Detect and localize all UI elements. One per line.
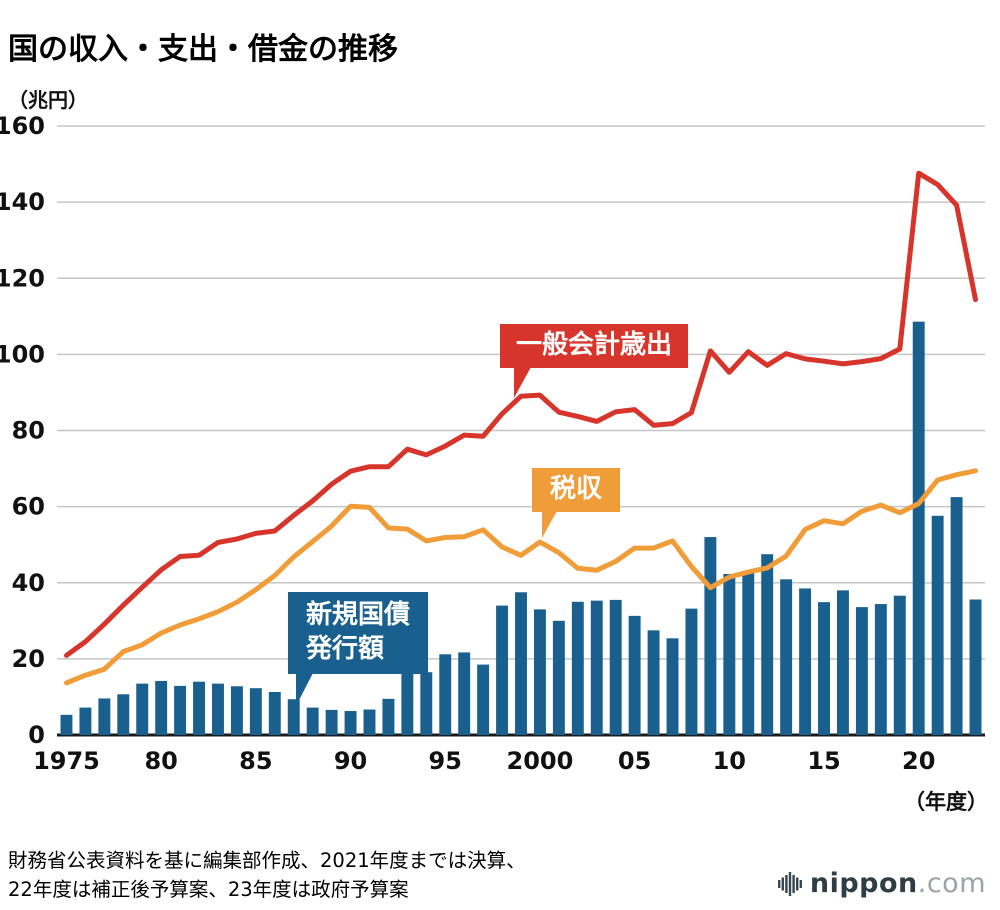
y-tick-label: 40 <box>12 569 45 597</box>
bar <box>439 654 452 735</box>
x-tick-label: 80 <box>144 747 177 775</box>
bar <box>628 615 641 735</box>
line-series <box>64 468 978 686</box>
bar <box>552 620 565 735</box>
y-axis-unit-label: （兆円） <box>8 88 88 112</box>
bar <box>174 685 187 735</box>
bar <box>666 638 679 735</box>
bar <box>496 605 509 735</box>
callout-tail <box>296 672 313 706</box>
bar <box>723 573 736 735</box>
y-tick-label: 140 <box>0 188 45 216</box>
bar <box>363 709 376 735</box>
callout-tail <box>542 510 557 538</box>
bar <box>874 604 887 735</box>
bar <box>306 707 319 735</box>
legend-label-bond-line2: 発行額 <box>306 633 385 664</box>
bar <box>780 579 793 735</box>
chart-area: 0 20 40 60 80 100 120 140 160 1975 80 85 90 95 2000 05 1… <box>0 100 1000 800</box>
bar <box>818 602 830 735</box>
x-tick-label: 2000 <box>507 747 574 775</box>
chart-canvas: 0 20 40 60 80 100 120 140 160 1975 80 85 90 95 2000 05 1… <box>0 112 985 775</box>
x-axis-unit-label: （年度） <box>904 790 988 814</box>
bar <box>855 607 868 735</box>
y-tick-label: 120 <box>0 264 45 292</box>
bar <box>287 699 300 735</box>
bar <box>382 698 395 735</box>
bar <box>685 608 698 735</box>
bar <box>931 515 944 735</box>
bar <box>704 537 717 735</box>
y-tick-label: 60 <box>12 493 45 521</box>
bar <box>155 680 168 735</box>
x-tick-label: 1975 <box>33 747 100 775</box>
logo-name: nippon <box>809 868 918 899</box>
source-note-line2: 22年度は補正後予算案、23年度は政府予算案 <box>8 878 409 902</box>
legend-label-expenditure: 一般会計歳出 <box>516 330 673 360</box>
bar <box>836 590 849 735</box>
bar <box>230 686 243 735</box>
bar <box>249 688 262 735</box>
bar <box>193 681 206 735</box>
bar <box>893 595 906 735</box>
bar <box>136 683 149 735</box>
legend-callout-expenditure: 一般会計歳出 <box>500 324 689 398</box>
nippon-com-logo: nippon.com <box>777 868 986 899</box>
bar <box>268 691 281 735</box>
bar <box>420 672 433 735</box>
bar <box>647 630 660 735</box>
bar <box>609 599 622 735</box>
bar <box>799 588 812 735</box>
y-tick-label: 160 <box>0 112 45 140</box>
page-title: 国の収入・支出・借金の推移 <box>8 32 398 68</box>
bar <box>79 707 92 735</box>
bar <box>742 572 755 735</box>
bar <box>344 711 357 735</box>
legend-callout-bond: 新規国債 発行額 <box>288 592 429 706</box>
x-tick-label: 10 <box>713 747 746 775</box>
bar <box>912 321 925 735</box>
bar <box>325 709 338 735</box>
x-tick-label: 20 <box>902 747 935 775</box>
x-tick-label: 85 <box>239 747 272 775</box>
legend-label-bond-line1: 新規国債 <box>306 600 411 630</box>
bar <box>950 497 963 735</box>
bar <box>98 698 111 735</box>
bar <box>401 673 414 735</box>
logo-text: nippon.com <box>810 868 986 899</box>
y-tick-label: 100 <box>0 340 45 368</box>
legend-callout-tax: 税収 <box>532 468 621 538</box>
bar <box>761 554 774 735</box>
bar <box>60 714 73 735</box>
bar <box>590 600 603 735</box>
x-tick-label: 90 <box>334 747 367 775</box>
callout-tail <box>514 366 531 398</box>
bar <box>477 664 490 735</box>
source-note-line1: 財務省公表資料を基に編集部作成、2021年度までは決算、 <box>8 849 526 872</box>
y-tick-label: 0 <box>28 721 45 749</box>
legend-label-tax: 税収 <box>550 474 603 504</box>
bar <box>969 599 982 735</box>
soundwave-bars-icon <box>777 871 802 896</box>
x-tick-label: 05 <box>618 747 651 775</box>
source-note: 財務省公表資料を基に編集部作成、2021年度までは決算、 22年度は補正後予算案… <box>8 846 526 905</box>
bar <box>515 592 527 735</box>
y-tick-label: 20 <box>12 645 45 673</box>
bar <box>212 683 224 735</box>
bar <box>117 694 130 735</box>
bar <box>458 652 471 735</box>
x-tick-label: 95 <box>429 747 462 775</box>
bar <box>571 601 584 735</box>
bar <box>533 609 546 735</box>
x-tick-label: 15 <box>807 747 840 775</box>
y-tick-label: 80 <box>12 417 45 445</box>
logo-tld: .com <box>917 868 986 899</box>
